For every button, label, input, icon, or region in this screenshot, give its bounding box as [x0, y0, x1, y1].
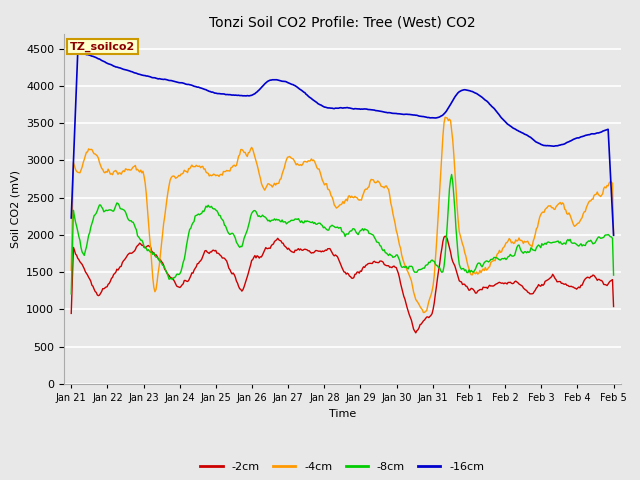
Title: Tonzi Soil CO2 Profile: Tree (West) CO2: Tonzi Soil CO2 Profile: Tree (West) CO2 [209, 16, 476, 30]
Text: TZ_soilco2: TZ_soilco2 [70, 41, 135, 52]
Legend: -2cm, -4cm, -8cm, -16cm: -2cm, -4cm, -8cm, -16cm [196, 457, 489, 477]
X-axis label: Time: Time [329, 408, 356, 419]
Y-axis label: Soil CO2 (mV): Soil CO2 (mV) [11, 170, 20, 248]
